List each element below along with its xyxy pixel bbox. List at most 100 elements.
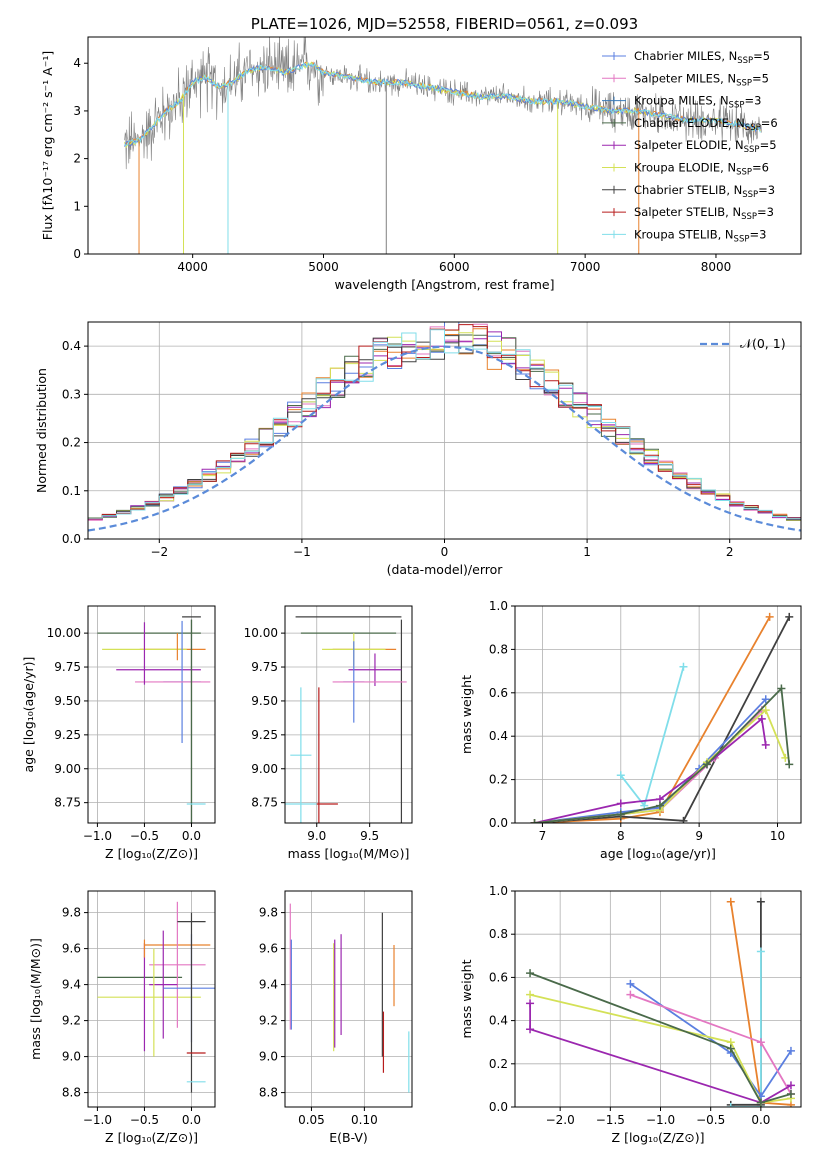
y-axis-label: mass weight <box>459 959 474 1038</box>
weight-point-marker <box>757 714 766 723</box>
y-tick-label: 0.0 <box>489 816 508 830</box>
y-tick-label: 9.2 <box>259 1014 278 1028</box>
y-tick-label: 0.6 <box>489 686 508 700</box>
panel-age-vs-Z: −1.0 −0.5 0.0 8.75 9.00 9.25 9.50 9.75 10.00 Z [l… <box>21 605 216 861</box>
panel-massweight-vs-age: 7 8 9 10 0.0 0.2 0.4 0.6 0.8 1.0 age [log₁₀(age/yr… <box>459 599 802 861</box>
x-tick-label: 9.0 <box>307 829 326 843</box>
weight-series-line <box>534 698 767 823</box>
weight-point-marker <box>756 1098 765 1107</box>
weight-point-marker <box>526 1025 535 1034</box>
weight-point-marker <box>655 801 664 810</box>
y-tick-label: 8.8 <box>62 1086 81 1100</box>
x-tick-label: −0.5 <box>130 829 159 843</box>
weight-series-line <box>534 616 790 823</box>
grid-lines <box>88 606 215 823</box>
weight-series-line <box>529 972 792 1104</box>
plot-area <box>97 901 215 1093</box>
x-axis-label: E(B-V) <box>329 1130 368 1145</box>
weight-point-marker <box>679 816 688 823</box>
weight-point-marker <box>616 799 625 808</box>
x-tick-label: 8000 <box>701 260 732 274</box>
legend-label: Salpeter STELIB, NSSP=3 <box>634 205 774 222</box>
y-tick-label: 9.00 <box>54 762 81 776</box>
y-tick-label: 8.75 <box>54 796 81 810</box>
x-axis-label: mass [log₁₀(M/M⊙)] <box>288 846 410 861</box>
x-axis-label: Z [log₁₀(Z/Z⊙)] <box>105 846 198 861</box>
y-axis-label: age [log₁₀(age/yr)] <box>21 657 36 773</box>
x-tick-label: 4000 <box>177 260 208 274</box>
axes-frame <box>87 890 216 1108</box>
y-tick-label: 9.00 <box>251 762 278 776</box>
y-tick-label: 9.8 <box>259 906 278 920</box>
y-tick-label: 10.00 <box>244 626 278 640</box>
weight-point-marker <box>526 999 535 1008</box>
model-spectrum-line <box>124 61 761 147</box>
weight-point-marker <box>785 612 794 621</box>
grid-lines <box>88 891 215 1107</box>
weight-point-marker <box>726 897 735 906</box>
gaussian-curve <box>88 345 801 532</box>
y-tick-label: 0.2 <box>62 436 81 450</box>
y-axis-label: Normed distribution <box>34 368 49 493</box>
y-tick-label: 0.3 <box>62 387 81 401</box>
y-tick-label: 3 <box>73 104 81 118</box>
x-tick-label: −1.0 <box>83 829 112 843</box>
weight-point-marker <box>616 810 625 819</box>
x-tick-label: 6000 <box>439 260 470 274</box>
weight-point-marker <box>756 947 765 956</box>
y-tick-label: 8.8 <box>259 1086 278 1100</box>
y-tick-label: 2 <box>73 152 81 166</box>
weight-point-marker <box>786 1090 795 1099</box>
legend-label: 𝒩(0, 1) <box>740 336 786 351</box>
weight-point-marker <box>786 1046 795 1055</box>
y-tick-label: 8.75 <box>251 796 278 810</box>
y-tick-label: 9.25 <box>251 728 278 742</box>
y-tick-label: 1.0 <box>489 884 508 898</box>
y-tick-label: 0.4 <box>489 729 508 743</box>
x-tick-label: −0.5 <box>696 1113 725 1127</box>
legend: Chabrier MILES, NSSP=5 Salpeter MILES, NS… <box>602 49 778 244</box>
grid-lines <box>285 891 412 1107</box>
panel-mass-vs-ebv: 0.05 0.10 8.8 9.0 9.2 9.4 9.6 9.8 E(B-V) <box>259 890 413 1145</box>
weight-point-marker <box>761 695 770 704</box>
x-tick-label: −1 <box>293 545 311 559</box>
weight-point-marker <box>626 979 635 988</box>
y-tick-label: 9.0 <box>62 1050 81 1064</box>
y-tick-label: 10.00 <box>47 626 81 640</box>
y-tick-label: 9.0 <box>259 1050 278 1064</box>
x-tick-label: 0.05 <box>298 1113 325 1127</box>
y-tick-label: 0.1 <box>62 484 81 498</box>
weight-series-line <box>529 993 792 1104</box>
x-tick-label: −2.0 <box>546 1113 575 1127</box>
panel-mass-vs-Z: −1.0 −0.5 0.0 8.8 9.0 9.2 9.4 9.6 9.8 Z [log₁₀(Z/… <box>28 890 216 1145</box>
x-axis-label: Z [log₁₀(Z/Z⊙)] <box>612 1130 705 1145</box>
weight-point-marker <box>756 897 765 906</box>
x-tick-label: 0.10 <box>351 1113 378 1127</box>
x-tick-label: 10 <box>770 829 785 843</box>
weight-point-marker <box>526 990 535 999</box>
x-tick-label: −1.5 <box>596 1113 625 1127</box>
residual-histogram <box>88 329 801 520</box>
weight-point-marker <box>702 760 711 769</box>
weight-point-marker <box>765 612 774 621</box>
x-tick-label: 8 <box>617 829 625 843</box>
weight-series-line <box>730 951 762 1107</box>
legend-label: Chabrier MILES, NSSP=5 <box>634 49 770 66</box>
weight-point-marker <box>626 990 635 999</box>
y-tick-label: 9.75 <box>251 660 278 674</box>
y-tick-label: 0.2 <box>489 1057 508 1071</box>
weight-point-marker <box>761 706 770 715</box>
axes-frame <box>284 890 413 1108</box>
x-tick-label: 7000 <box>570 260 601 274</box>
axes-frame <box>514 605 802 824</box>
x-tick-label: 9.5 <box>360 829 379 843</box>
y-tick-label: 9.4 <box>259 978 278 992</box>
grid-lines <box>515 890 801 1108</box>
y-tick-label: 4 <box>73 56 81 70</box>
y-axis-label: mass weight <box>459 675 474 754</box>
x-axis-label: (data-model)/error <box>387 562 504 577</box>
weight-series-line <box>529 1003 792 1104</box>
legend-label: Kroupa STELIB, NSSP=3 <box>634 227 766 244</box>
weight-point-marker <box>777 684 786 693</box>
x-tick-label: 0.0 <box>182 829 201 843</box>
